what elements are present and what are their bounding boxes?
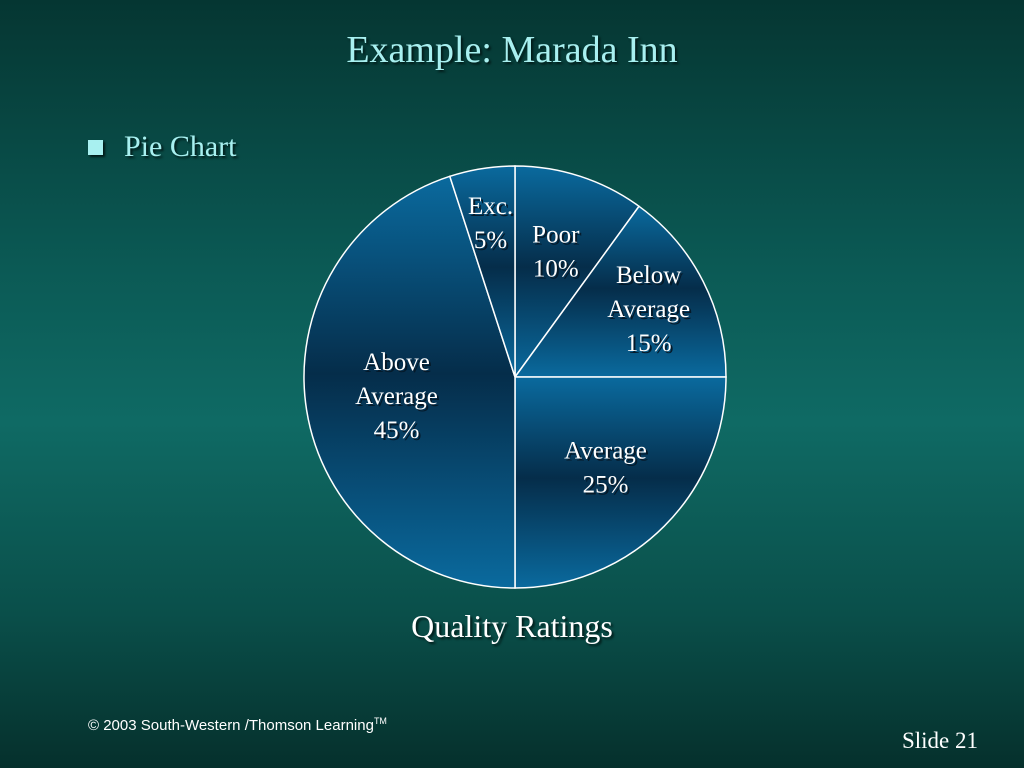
pie-slice-excellent — [448, 165, 516, 378]
pie-label-shadow: 10% — [535, 257, 581, 284]
pie-label-line: 15% — [626, 330, 672, 357]
pie-label-line: Average — [607, 296, 690, 323]
pie-label-shadow: Average — [566, 440, 649, 467]
copyright-notice: © 2003 South-Western /Thomson LearningTM — [88, 716, 387, 734]
slide-number: Slide 21 — [901, 728, 978, 753]
square-bullet-icon — [88, 139, 103, 155]
pie-label-shadow: Exc. — [470, 195, 515, 222]
pie-label-line: 25% — [583, 472, 629, 499]
bullet-item: Pie Chart — [88, 130, 237, 164]
pie-label-line: Average — [564, 438, 647, 465]
trademark-mark: TM — [373, 716, 387, 726]
pie-label-line: 10% — [533, 255, 579, 282]
pie-label-shadow: Below — [618, 264, 683, 291]
pie-label-shadow: Poor — [534, 223, 582, 250]
pie-label-line: 5% — [474, 227, 507, 254]
chart-title: Quality Ratings — [411, 608, 613, 644]
pie-label-shadow: 15% — [628, 332, 674, 359]
pie-label-line: Above — [363, 349, 430, 376]
pie-label-excellent: Exc.Exc.5%5% — [468, 193, 515, 256]
pie-label-line: Exc. — [468, 193, 513, 220]
pie-label-shadow: 5% — [476, 229, 509, 256]
copyright-text: © 2003 South-Western /Thomson Learning — [88, 717, 374, 734]
slide-title: Example: Marada Inn — [346, 29, 678, 71]
pie-label-line: 45% — [374, 417, 420, 444]
pie-label-shadow: Average — [357, 385, 440, 412]
pie-label-shadow: Above — [365, 351, 432, 378]
pie-slice-above-average — [303, 175, 516, 589]
pie-slice-average — [514, 376, 727, 589]
pie-label-shadow: 25% — [585, 474, 631, 501]
pie-label-shadow: 45% — [376, 419, 422, 446]
pie-label-line: Below — [616, 262, 681, 289]
bullet-text: Pie Chart — [124, 130, 237, 163]
pie-slice-poor — [514, 165, 641, 380]
pie-label-line: Average — [355, 383, 438, 410]
pie-slice-below-average — [513, 205, 727, 378]
pie-label-line: Poor — [532, 221, 580, 248]
pie-label-shadow: Average — [609, 298, 692, 325]
